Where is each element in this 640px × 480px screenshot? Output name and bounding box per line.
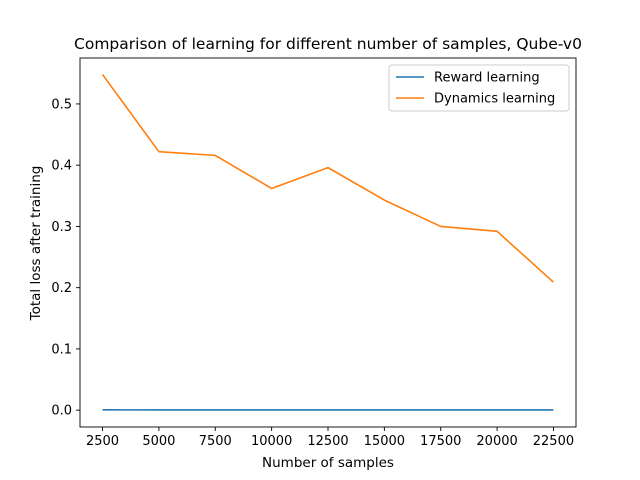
x-tick-label: 17500	[420, 434, 461, 449]
x-tick-label: 22500	[533, 434, 574, 449]
x-tick-label: 12500	[307, 434, 348, 449]
x-axis-label: Number of samples	[262, 455, 394, 471]
x-tick-label: 5000	[142, 434, 175, 449]
legend-label: Reward learning	[434, 71, 540, 86]
y-tick-label: 0.3	[51, 220, 72, 235]
y-tick-label: 0.4	[51, 159, 72, 174]
x-tick-label: 7500	[199, 434, 232, 449]
y-tick-label: 0.2	[51, 281, 72, 296]
series-line-2	[101, 74, 554, 283]
plot-area: 2500 5000 7500 10000 12500 15000 17500 20000 225…	[51, 57, 577, 449]
y-tick-label: 0.0	[51, 404, 72, 419]
legend-box	[388, 64, 570, 112]
legend: Reward learning Dynamics learning	[388, 64, 570, 112]
x-tick-label: 2500	[86, 434, 119, 449]
y-tick-label: 0.1	[51, 342, 72, 357]
x-tick-label: 15000	[364, 434, 405, 449]
legend-label: Dynamics learning	[434, 92, 555, 107]
y-axis-label: Total loss after training	[28, 166, 44, 322]
x-tick-label: 10000	[251, 434, 292, 449]
chart-title: Comparison of learning for different num…	[74, 35, 582, 53]
x-tick-label: 20000	[476, 434, 517, 449]
y-tick-label: 0.5	[51, 97, 72, 112]
